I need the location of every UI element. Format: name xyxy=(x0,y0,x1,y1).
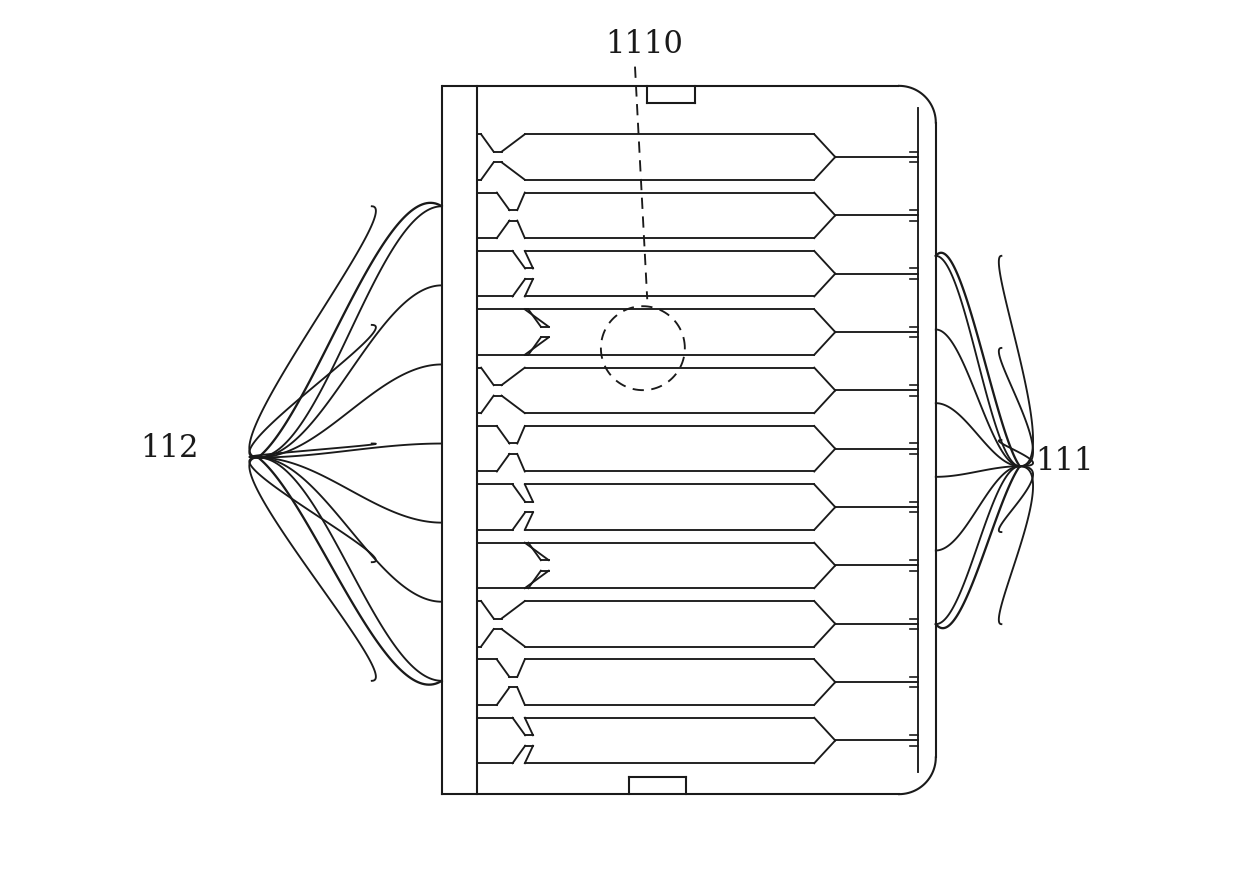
Text: 1110: 1110 xyxy=(605,29,683,60)
Text: 111: 111 xyxy=(1036,446,1094,477)
Text: 112: 112 xyxy=(140,433,199,465)
